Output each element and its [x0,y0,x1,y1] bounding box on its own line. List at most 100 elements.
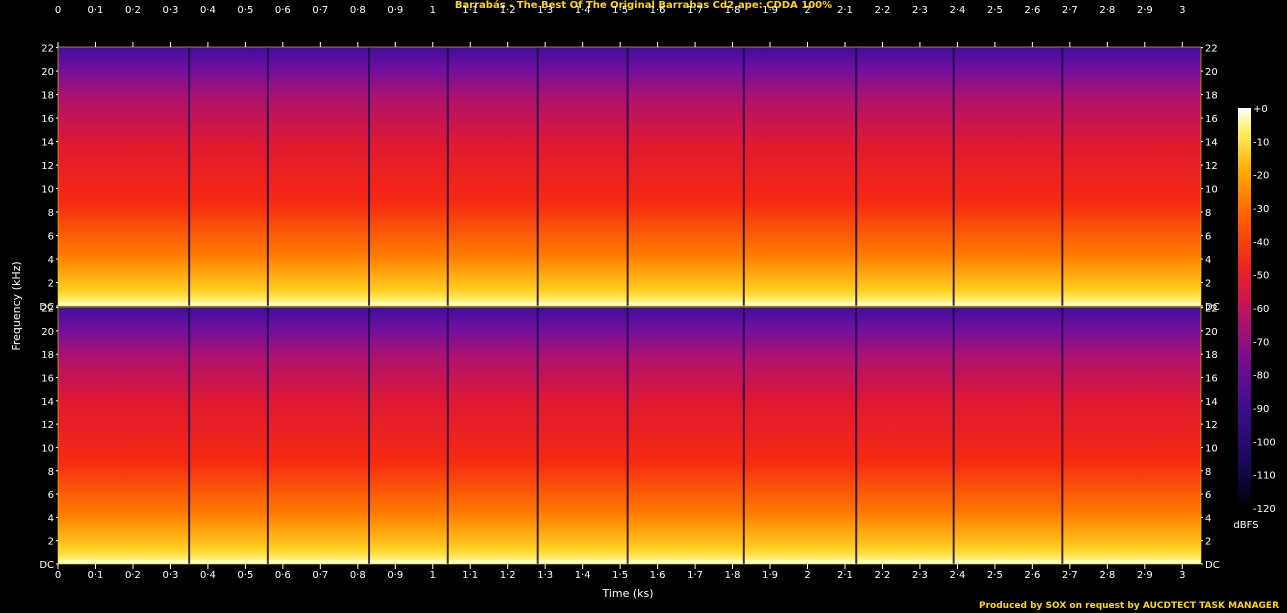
x-tick-label: 1·1 [462,5,478,16]
track-boundary [1061,307,1064,564]
y-tick-label: DC [1205,302,1220,313]
y-tick-label: 6 [1205,490,1211,501]
x-tick-label: 2·7 [1062,570,1078,581]
y-tick-label: 16 [41,374,54,385]
x-tick-label: 2·2 [875,5,891,16]
y-tick-label: DC [39,560,54,571]
y-tick-label: 20 [1205,327,1218,338]
x-tick-label: 2·5 [987,570,1003,581]
x-tick-label: 2·6 [1024,570,1040,581]
track-boundary [1061,47,1064,306]
y-tick-label: 16 [41,114,54,125]
y-tick-label: 6 [1205,232,1211,243]
x-tick-label: 1·7 [687,5,703,16]
colorbar-tick-label: -90 [1253,404,1269,415]
x-tick-label: 1·2 [500,5,516,16]
y-axis-label: Frequency (kHz) [10,261,23,350]
y-tick-label: 18 [41,350,54,361]
panel-frame [57,306,1202,565]
y-tick-label: 14 [41,138,54,149]
x-tick-label: 2·8 [1099,570,1115,581]
colorbar-tick-label: -60 [1253,304,1269,315]
y-tick-label: 12 [41,420,54,431]
y-tick-label: 10 [41,443,54,454]
colorbar-tick-label: -10 [1253,137,1269,148]
y-tick-label: 22 [41,304,54,315]
x-tick-label: 2 [804,5,810,16]
x-tick-label: 0·9 [387,570,403,581]
x-tick-label: 0·4 [200,570,216,581]
track-boundary [188,47,191,306]
x-tick-label: 0·3 [162,570,178,581]
x-axis-label: Time (ks) [601,587,653,600]
y-tick-label: 18 [1205,350,1218,361]
x-tick-label: 1·5 [612,570,628,581]
y-tick-label: 4 [1205,255,1211,266]
x-tick-label: 2·3 [912,5,928,16]
track-boundary [368,307,371,564]
x-tick-label: 1·8 [725,5,741,16]
panel-frame [57,46,1202,307]
x-tick-label: 0·3 [162,5,178,16]
y-tick-label: 6 [48,232,54,243]
colorbar-tick-label: -100 [1253,437,1276,448]
channel-2-spectrum [58,307,1201,564]
colorbar-tick-label: -30 [1253,204,1269,215]
x-tick-label: 0·7 [312,5,328,16]
y-tick-label: 16 [1205,374,1218,385]
x-tick-label: 2·2 [875,570,891,581]
track-boundary [952,307,955,564]
dc-band [58,302,1201,306]
track-boundary [368,47,371,306]
x-tick-label: 0·9 [387,5,403,16]
colorbar-tick-label: -80 [1253,371,1269,382]
track-boundary [446,307,449,564]
y-tick-label: 22 [1205,44,1218,55]
x-tick-label: 2·5 [987,5,1003,16]
x-tick-label: 1·6 [650,570,666,581]
y-tick-label: 12 [1205,161,1218,172]
chart-title: Barrabás - The Best Of The Original Barr… [454,0,833,11]
x-tick-label: 1·9 [762,570,778,581]
x-tick-label: 0·6 [275,5,291,16]
y-tick-label: 14 [1205,397,1218,408]
x-tick-label: 0·5 [237,570,253,581]
channel-1-spectrum [58,47,1201,306]
x-tick-label: 0·4 [200,5,216,16]
colorbar: +0 -10 -20 -30 -40 -50 -60 -70 -80 -90 -100 -110 -12… [1233,104,1275,531]
track-boundary [855,47,858,306]
x-tick-label: 1 [430,5,436,16]
y-tick-label: 12 [41,161,54,172]
colorbar-tick-label: +0 [1253,104,1268,115]
colorbar-tick-label: -40 [1253,237,1269,248]
x-tick-label: 2·9 [1137,5,1153,16]
y-tick-label: 20 [41,67,54,78]
y-tick-label: 10 [1205,443,1218,454]
x-tick-label: 1 [430,570,436,581]
x-tick-label: 0 [55,5,61,16]
y-tick-label: 18 [1205,91,1218,102]
x-tick-label: 2·7 [1062,5,1078,16]
y-tick-label: DC [39,302,54,313]
y-tick-label: DC [1205,560,1220,571]
x-tick-label: 2·3 [912,570,928,581]
track-boundary [536,307,539,564]
track-boundary [188,307,191,564]
y-tick-label: 20 [41,327,54,338]
x-tick-label: 0·1 [88,570,104,581]
dc-band [58,560,1201,564]
track-boundary [742,307,745,564]
track-boundary [742,47,745,306]
x-tick-label: 2·8 [1099,5,1115,16]
track-boundary [536,47,539,306]
track-boundary [266,47,269,306]
y-tick-label: 14 [1205,138,1218,149]
y-tick-label: 8 [1205,208,1211,219]
track-boundary [266,307,269,564]
track-boundary [446,47,449,306]
colorbar-tick-label: -20 [1253,171,1269,182]
y-tick-label: 16 [1205,114,1218,125]
colorbar-tick-label: -120 [1253,504,1276,515]
x-tick-label: 1·1 [462,570,478,581]
